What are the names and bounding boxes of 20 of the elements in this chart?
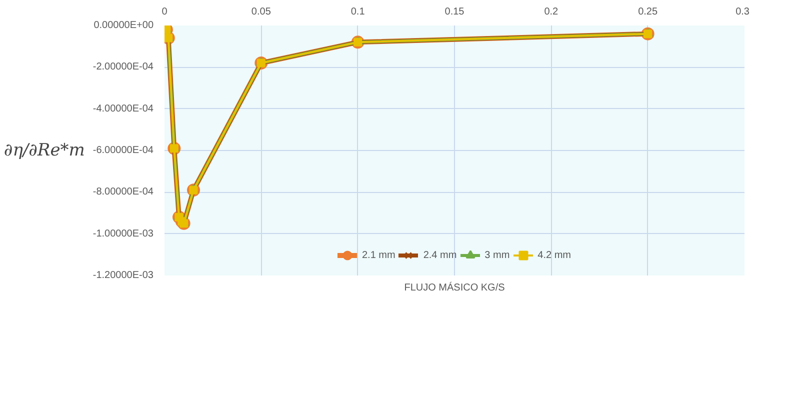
y-tick-label: -1.00000E-03 [92, 228, 154, 240]
x-tick-label: 0.3 [736, 6, 750, 18]
y-tick-label: -1.20000E-03 [92, 270, 154, 281]
x-tick-label: 0.2 [544, 6, 559, 18]
y-tick-label: -2.00000E-04 [92, 62, 154, 73]
legend-label: 2.1 mm [362, 250, 396, 260]
x-tick-label: 0 [162, 6, 168, 18]
x-tick-label: 0.1 [350, 6, 366, 18]
y-tick-label: -8.00000E-04 [92, 186, 154, 198]
y-tick-label: -4.00000E-04 [92, 103, 154, 114]
y-tick-label: 0.00000E+00 [94, 20, 154, 31]
legend-label: 3 mm [484, 250, 510, 260]
legend-label: 4.2 mm [538, 250, 572, 260]
legend-label: 2.4 mm [423, 250, 457, 260]
x-tick-label: 0.05 [251, 6, 272, 18]
x-tick-label: 0.15 [444, 6, 465, 18]
x-tick-label: 0.25 [638, 6, 658, 18]
y-tick-label: -6.00000E-04 [92, 145, 154, 156]
x-axis-title: FLUJO MÁSICO KG/S [404, 282, 506, 294]
y-axis-title: ∂η/∂Re*m [4, 140, 85, 160]
